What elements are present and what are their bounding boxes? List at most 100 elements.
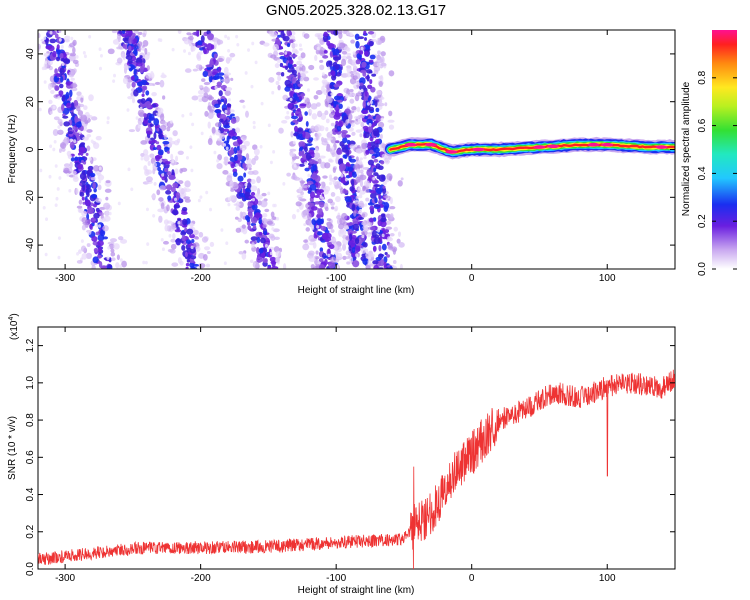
spectrogram-x-tick-label: 0: [469, 273, 475, 284]
spectrogram-speckle: [237, 175, 244, 182]
spectrogram-speckle: [349, 98, 355, 104]
spectrogram-speckle: [330, 122, 335, 127]
spectrogram-speckle: [76, 96, 82, 101]
spectrogram-speckle: [361, 247, 367, 254]
spectrogram-speckle: [298, 141, 306, 147]
spectrogram-speckle: [156, 144, 162, 151]
spectrogram-speckle: [53, 116, 60, 121]
spectrogram-background-speckle: [54, 164, 58, 168]
spectrogram-speckle: [140, 152, 145, 158]
snr-y-tick-label: 0.2: [25, 524, 36, 538]
spectrogram-speckle: [81, 196, 85, 201]
spectrogram-speckle: [319, 247, 324, 252]
spectrogram-speckle: [387, 242, 393, 249]
spectrogram-speckle: [358, 50, 364, 55]
spectrogram-speckle: [183, 38, 191, 45]
spectrogram-speckle: [144, 47, 148, 55]
spectrogram-background-speckle: [83, 54, 87, 59]
spectrogram-speckle: [181, 206, 188, 212]
spectrogram-speckle: [362, 185, 366, 192]
spectrogram-speckle: [107, 48, 115, 55]
spectrogram-speckle: [166, 150, 170, 154]
spectrogram-speckle: [400, 177, 404, 181]
spectrogram-speckle: [300, 191, 304, 196]
spectrogram-ridge-hotspot: [404, 142, 417, 147]
spectrogram-speckle: [239, 99, 245, 103]
spectrogram-speckle: [308, 250, 315, 256]
spectrogram-speckle: [308, 159, 316, 165]
spectrogram-speckle: [282, 94, 289, 101]
spectrogram-background-speckle: [39, 168, 43, 173]
spectrogram-speckle: [375, 114, 382, 123]
spectrogram-speckle: [373, 69, 379, 75]
spectrogram-speckle: [334, 140, 340, 144]
spectrogram-speckle: [223, 66, 229, 75]
spectrogram-speckle: [291, 213, 297, 220]
spectrogram-speckle: [351, 246, 356, 254]
spectrogram-background-speckle: [212, 79, 216, 84]
spectrogram-background-speckle: [58, 38, 62, 42]
spectrogram-speckle: [388, 110, 393, 117]
spectrogram-speckle: [189, 233, 195, 239]
spectrogram-speckle: [87, 207, 95, 215]
spectrogram-speckle: [218, 90, 223, 97]
spectrogram-speckle: [134, 51, 138, 57]
spectrogram-speckle: [91, 116, 98, 121]
spectrogram-background-speckle: [117, 201, 121, 206]
spectrogram-speckle: [138, 112, 145, 118]
spectrogram-speckle: [358, 216, 364, 220]
spectrogram-speckle: [181, 234, 186, 242]
spectrogram-speckle: [218, 66, 222, 73]
spectrogram-speckle: [143, 154, 150, 162]
spectrogram-speckle: [324, 206, 329, 212]
spectrogram-background-speckle: [57, 255, 61, 260]
spectrogram-speckle: [203, 81, 211, 86]
spectrogram-speckle: [217, 57, 224, 62]
spectrogram-speckle: [377, 121, 385, 129]
spectrogram-speckle: [317, 208, 321, 216]
spectrogram-speckle: [338, 103, 343, 110]
spectrogram-speckle: [167, 195, 172, 201]
spectrogram-speckle: [116, 57, 123, 64]
spectrogram-speckle: [72, 39, 77, 46]
spectrogram-speckle: [383, 261, 387, 268]
spectrogram-speckle: [181, 244, 186, 251]
spectrogram-speckle: [373, 172, 379, 177]
spectrogram-speckle: [321, 232, 329, 240]
spectrogram-background-speckle: [364, 203, 368, 207]
snr-y-tick-label: 1.0: [25, 375, 36, 389]
spectrogram-speckle: [363, 30, 367, 36]
spectrogram-speckle: [370, 146, 375, 150]
spectrogram-background-speckle: [309, 109, 313, 113]
spectrogram-speckle: [147, 119, 152, 124]
spectrogram-speckle: [91, 264, 96, 269]
spectrogram-speckle: [29, 28, 36, 34]
spectrogram-x-ticks: -300 -200 -100 0 100: [55, 30, 616, 284]
spectrogram-background-speckle: [342, 170, 346, 175]
spectrogram-speckle: [158, 197, 164, 202]
spectrogram-background-speckle: [329, 181, 333, 186]
spectrogram-speckle: [93, 247, 99, 253]
spectrogram-speckle: [352, 75, 358, 81]
spectrogram-background-speckle: [68, 188, 72, 193]
spectrogram-speckle: [272, 228, 280, 233]
spectrogram-speckle: [59, 142, 67, 149]
spectrogram-speckle: [304, 111, 308, 116]
spectrogram-background-speckle: [242, 104, 246, 109]
spectrogram-speckle: [349, 89, 354, 93]
spectrogram-speckle: [361, 142, 367, 150]
spectrogram-speckle: [330, 206, 335, 210]
spectrogram-speckle: [202, 70, 208, 78]
spectrogram-speckle: [229, 114, 233, 120]
spectrogram-speckle: [296, 127, 304, 135]
spectrogram-speckle: [365, 189, 370, 194]
spectrogram-speckle: [329, 105, 334, 113]
spectrogram-speckle: [147, 51, 151, 56]
spectrogram-background-speckle: [244, 182, 248, 187]
spectrogram-speckle: [149, 153, 155, 158]
spectrogram-speckle: [177, 180, 184, 185]
spectrogram-speckle: [61, 94, 66, 102]
spectrogram-speckle: [373, 158, 379, 163]
spectrogram-speckle: [377, 50, 381, 55]
spectrogram-speckle: [366, 221, 373, 227]
